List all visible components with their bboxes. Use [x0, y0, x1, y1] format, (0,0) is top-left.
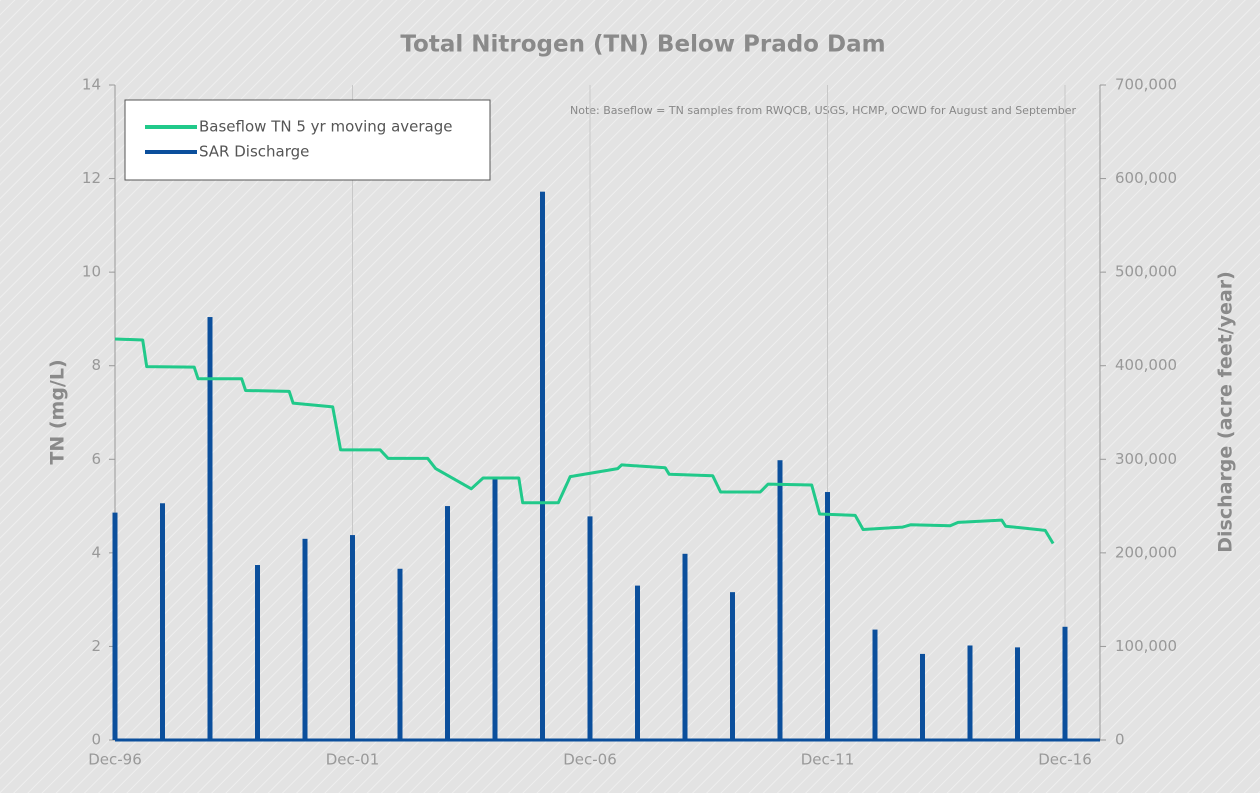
bar [445, 506, 450, 740]
y-tick-label: 6 [91, 450, 101, 468]
y-tick-label: 14 [82, 76, 101, 94]
y2-tick-label: 600,000 [1115, 169, 1177, 187]
bar [730, 592, 735, 740]
bar [635, 585, 640, 740]
bar [492, 478, 498, 740]
legend-box [124, 99, 491, 181]
bar [682, 553, 688, 740]
y-tick-label: 12 [82, 169, 101, 187]
bar [350, 535, 355, 740]
x-tick-label: Dec-01 [326, 751, 380, 769]
bar [587, 516, 593, 740]
x-tick-label: Dec-16 [1038, 751, 1092, 769]
y-tick-label: 8 [91, 356, 101, 374]
bar [920, 653, 925, 740]
y2-tick-label: 200,000 [1115, 543, 1177, 561]
bar [967, 645, 973, 740]
legend-label: Baseflow TN 5 yr moving average [199, 118, 453, 136]
y-axis-label: TN (mg/L) [47, 359, 69, 464]
y-tick-label: 4 [91, 543, 101, 561]
y2-tick-label: 700,000 [1115, 76, 1177, 94]
y2-axis-label: Discharge (acre feet/year) [1215, 271, 1237, 553]
y2-tick-label: 0 [1115, 731, 1125, 749]
line [114, 337, 1055, 545]
bar [207, 317, 213, 740]
y2-tick-label: 400,000 [1115, 356, 1177, 374]
bar [825, 492, 830, 740]
bar [255, 565, 260, 740]
chart-title: Total Nitrogen (TN) Below Prado Dam [400, 32, 885, 58]
x-tick-label: Dec-96 [88, 751, 142, 769]
note: Note: Baseflow = TN samples from RWQCB, … [570, 104, 1076, 117]
bar [777, 460, 783, 740]
x-tick-label: Dec-11 [801, 751, 855, 769]
y-tick-label: 10 [82, 263, 101, 281]
y-tick-label: 2 [91, 637, 101, 655]
y2-tick-label: 500,000 [1115, 263, 1177, 281]
bar [1015, 647, 1020, 740]
legend-label: SAR Discharge [199, 143, 309, 161]
bar [397, 568, 403, 740]
bar [160, 503, 165, 740]
bar [872, 629, 878, 740]
bar [1062, 626, 1068, 740]
x-tick-label: Dec-06 [563, 751, 617, 769]
bar [302, 538, 308, 740]
y2-tick-label: 300,000 [1115, 450, 1177, 468]
bar [540, 191, 545, 740]
bar [112, 512, 118, 740]
y-tick-label: 0 [91, 731, 101, 749]
y2-tick-label: 100,000 [1115, 637, 1177, 655]
